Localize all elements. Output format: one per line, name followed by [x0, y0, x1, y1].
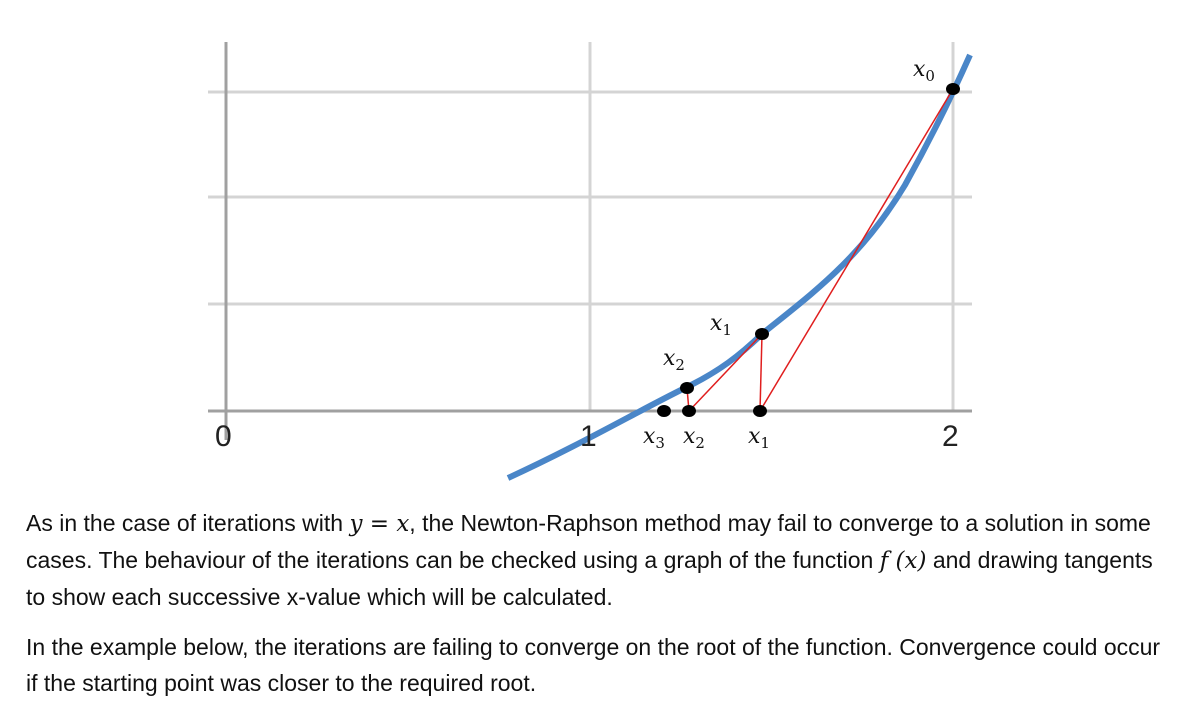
tangent-x0-to-x1: [759, 88, 954, 412]
point-x0-on-curve: [946, 83, 960, 95]
point-x2-on-axis: [682, 405, 696, 417]
newton-raphson-graph: 0 1 2 x0 x1 x2 x3 x2 x1: [208, 42, 973, 481]
label-x1-curve: x1: [710, 311, 732, 339]
point-x1-on-axis: [753, 405, 767, 417]
point-x2-on-curve: [680, 382, 694, 394]
point-x3-on-axis: [657, 405, 671, 417]
paragraph-2: In the example below, the iterations are…: [26, 634, 1161, 696]
x-tick-label: 2: [942, 420, 959, 453]
label-x3-axis: x3: [643, 424, 665, 452]
function-curve: [506, 53, 973, 481]
equation-y-equals-x: y = x: [349, 511, 410, 537]
paragraph-1: As in the case of iterations with y = x,…: [26, 505, 1166, 615]
label-x2-curve: x2: [663, 346, 685, 374]
iteration-points: [657, 83, 960, 417]
label-x2-axis: x2: [683, 424, 705, 452]
label-x0-curve: x0: [913, 57, 935, 85]
x-tick-label: 0: [215, 420, 232, 453]
p1-part-a: As in the case of iterations with: [26, 510, 350, 536]
p1-part-c: and drawing tangents to show each succes…: [26, 547, 1153, 610]
point-x1-on-curve: [755, 328, 769, 340]
function-fx: f (x): [879, 548, 927, 574]
x-tick-label: 1: [580, 420, 597, 453]
grid: [208, 42, 972, 412]
tangent-x1-to-x2: [688, 333, 763, 412]
label-x1-axis: x1: [748, 424, 770, 452]
p1-part-b: , the Newton-Raphson method may fail to …: [26, 510, 1151, 573]
vertical-x1: [759, 333, 763, 412]
explanation-text: As in the case of iterations with y = x,…: [26, 505, 1166, 701]
